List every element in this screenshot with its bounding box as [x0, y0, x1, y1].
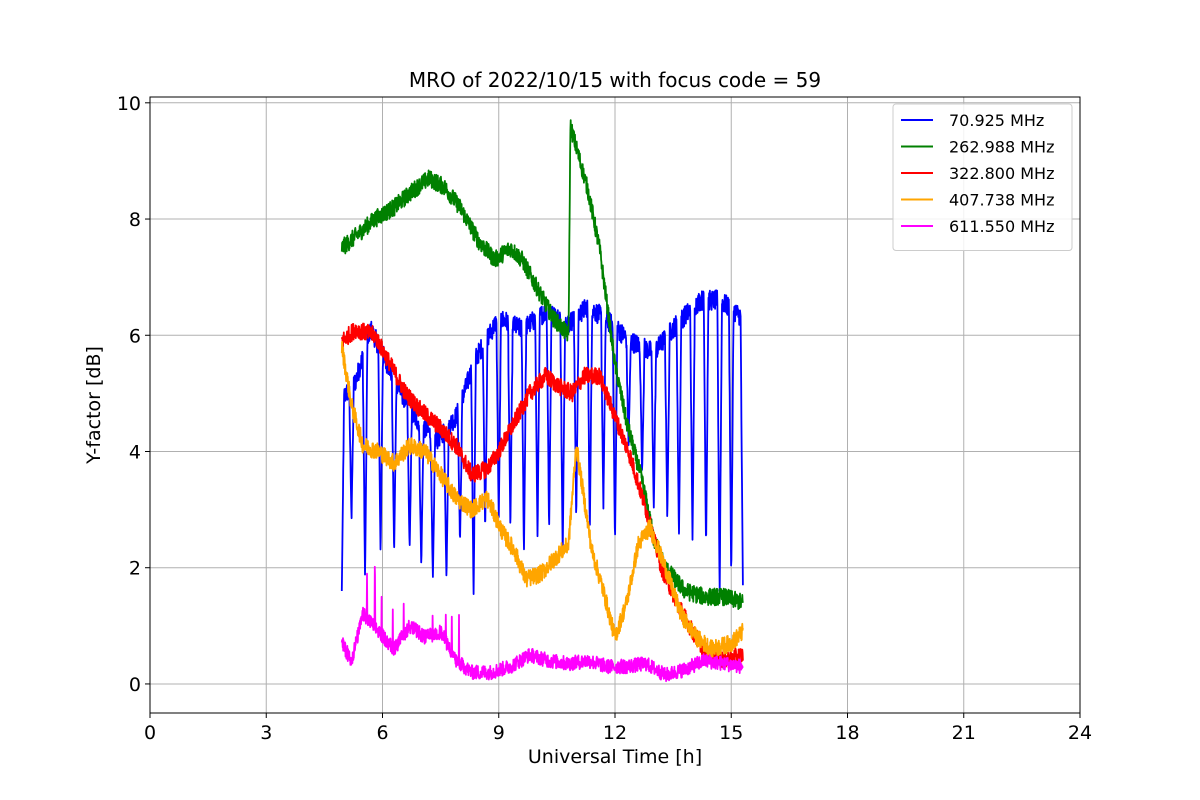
x-tick-label: 0: [144, 722, 156, 744]
y-tick-label: 2: [129, 558, 141, 580]
series-line-1: [340, 119, 744, 610]
series-layer: [340, 119, 744, 683]
legend-box: [892, 103, 1073, 251]
legend: 70.925 MHz 262.988 MHz 322.800 MHz 407.738 …: [892, 103, 1073, 251]
y-tick-label: 0: [129, 674, 141, 696]
x-tick-label: 15: [719, 722, 743, 744]
y-tick-label: 10: [117, 93, 141, 115]
x-tick-label: 9: [493, 722, 505, 744]
y-tick-label: 6: [129, 325, 141, 347]
series-line-0: [340, 289, 744, 595]
legend-entry: 70.925 MHz: [949, 111, 1044, 130]
x-tick-label: 6: [376, 722, 388, 744]
legend-entry: 611.550 MHz: [949, 217, 1054, 236]
series-line-4: [340, 565, 744, 683]
y-tick-label: 4: [129, 441, 141, 463]
legend-entry: 322.800 MHz: [949, 164, 1054, 183]
x-tick-label: 18: [835, 722, 859, 744]
legend-entry: 407.738 MHz: [949, 191, 1054, 210]
y-axis-label: Y-factor [dB]: [83, 346, 105, 465]
legend-entry: 262.988 MHz: [949, 138, 1054, 157]
y-tick-label: 8: [129, 209, 141, 231]
x-tick-label: 3: [260, 722, 272, 744]
x-axis-label: Universal Time [h]: [528, 746, 702, 768]
x-axis: 0 3 6 9 12 15 18 21 24: [144, 713, 1092, 744]
x-tick-label: 21: [952, 722, 976, 744]
x-tick-label: 12: [603, 722, 627, 744]
x-tick-label: 24: [1068, 722, 1092, 744]
chart-title: MRO of 2022/10/15 with focus code = 59: [409, 68, 821, 92]
y-axis: 0 2 4 6 8 10: [117, 93, 150, 696]
series-line-3: [340, 341, 744, 658]
